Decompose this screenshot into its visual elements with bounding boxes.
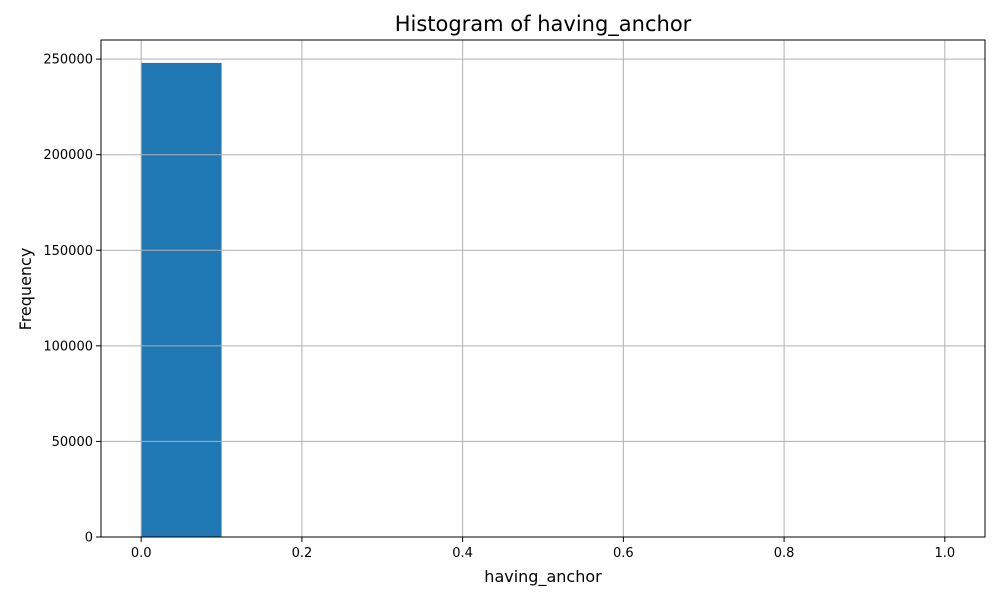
y-tick-label: 100000	[43, 339, 93, 354]
chart-title: Histogram of having_anchor	[395, 12, 692, 37]
x-axis-label: having_anchor	[484, 567, 602, 587]
x-tick-label: 1.0	[934, 546, 955, 561]
y-axis-label: Frequency	[16, 248, 35, 331]
x-axis-ticks: 0.0 0.2 0.4 0.6 0.8 1.0	[131, 537, 955, 561]
y-tick-label: 250000	[43, 53, 93, 68]
x-tick-label: 0.8	[774, 546, 795, 561]
histogram-bar	[141, 62, 222, 537]
y-axis-ticks: 0 50000 100000 150000 200000 250000	[43, 53, 101, 546]
y-tick-label: 50000	[52, 435, 93, 450]
y-tick-label: 150000	[43, 244, 93, 259]
x-tick-label: 0.0	[131, 546, 152, 561]
x-tick-label: 0.2	[292, 546, 313, 561]
x-tick-label: 0.6	[613, 546, 634, 561]
y-tick-label: 200000	[43, 148, 93, 163]
bars	[141, 62, 222, 537]
grid-lines	[101, 40, 985, 538]
y-tick-label: 0	[85, 531, 93, 546]
plot-frame	[100, 39, 986, 538]
x-tick-label: 0.4	[452, 546, 473, 561]
